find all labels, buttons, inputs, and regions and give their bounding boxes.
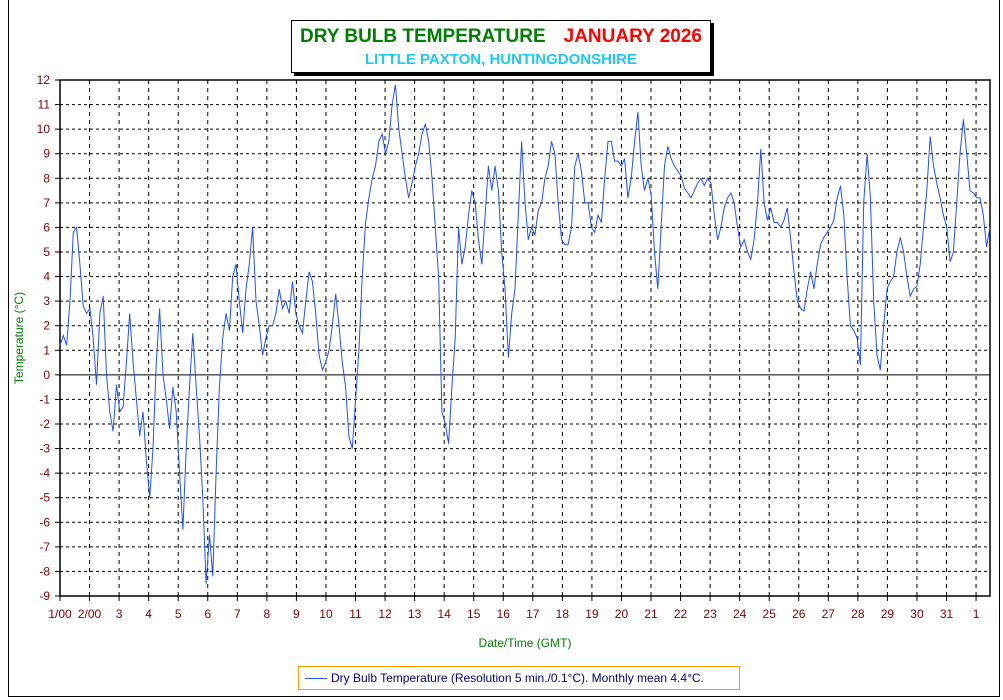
x-tick-label: 2/00: [78, 607, 102, 621]
y-tick-label: -3: [39, 442, 50, 456]
y-tick-label: 4: [43, 270, 50, 284]
x-tick-label: 23: [703, 607, 717, 621]
plot-border: [59, 79, 991, 597]
x-tick-label: 12: [378, 607, 392, 621]
x-axis-title: Date/Time (GMT): [478, 636, 572, 650]
y-tick-label: -1: [39, 392, 50, 406]
y-tick-label: 7: [43, 196, 50, 210]
y-tick-label: 5: [43, 245, 50, 259]
x-tick-label: 22: [674, 607, 688, 621]
y-tick-label: 6: [43, 220, 50, 234]
x-tick-label: 20: [615, 607, 629, 621]
y-tick-label: 1: [43, 343, 50, 357]
y-tick-label: 12: [37, 73, 51, 87]
y-tick-label: -4: [39, 466, 50, 480]
y-tick-label: 10: [37, 122, 51, 136]
y-tick-label: 0: [43, 368, 50, 382]
y-tick-label: -9: [39, 589, 50, 603]
x-tick-label: 11: [349, 607, 362, 621]
x-tick-label: 26: [792, 607, 806, 621]
x-tick-label: 14: [437, 607, 451, 621]
x-tick-label: 10: [319, 607, 333, 621]
y-tick-label: -2: [39, 417, 50, 431]
legend: Dry Bulb Temperature (Resolution 5 min./…: [298, 666, 740, 690]
legend-swatch: [305, 678, 327, 680]
x-tick-label: 13: [408, 607, 422, 621]
x-tick-label: 9: [293, 607, 300, 621]
x-tick-label: 16: [497, 607, 511, 621]
x-tick-label: 4: [145, 607, 152, 621]
title-box: DRY BULB TEMPERATURE JANUARY 2026 LITTLE …: [291, 20, 711, 73]
y-tick-label: 3: [43, 294, 50, 308]
x-tick-label: 28: [851, 607, 865, 621]
x-tick-label: 15: [467, 607, 481, 621]
x-tick-label: 19: [585, 607, 599, 621]
x-tick-label: 31: [940, 607, 954, 621]
y-tick-label: -8: [39, 564, 50, 578]
x-tick-label: 29: [881, 607, 895, 621]
frame-border: [8, 0, 1000, 697]
y-tick-label: -7: [39, 540, 50, 554]
y-tick-label: 2: [43, 319, 50, 333]
x-tick-label: 17: [526, 607, 540, 621]
chart-title: DRY BULB TEMPERATURE: [300, 26, 546, 47]
x-tick-label: 8: [264, 607, 271, 621]
x-tick-label: 18: [556, 607, 570, 621]
y-tick-label: 9: [43, 147, 50, 161]
x-tick-label: 30: [910, 607, 924, 621]
x-tick-label: 5: [175, 607, 182, 621]
x-tick-label: 27: [822, 607, 836, 621]
x-tick-label: 6: [204, 607, 211, 621]
x-tick-label: 1/00: [48, 607, 72, 621]
x-tick-label: 24: [733, 607, 747, 621]
x-tick-label: 1: [973, 607, 980, 621]
legend-label: Dry Bulb Temperature (Resolution 5 min./…: [331, 671, 704, 685]
x-tick-label: 7: [234, 607, 241, 621]
y-tick-label: 11: [38, 98, 51, 112]
y-axis-title: Temperature (°C): [12, 291, 26, 385]
chart-location: LITTLE PAXTON, HUNTINGDONSHIRE: [365, 51, 637, 68]
chart-month: JANUARY 2026: [563, 26, 702, 47]
x-tick-label: 25: [763, 607, 777, 621]
y-tick-label: -5: [39, 491, 50, 505]
x-tick-label: 21: [644, 607, 658, 621]
y-tick-label: 8: [43, 171, 50, 185]
temperature-series-line: [59, 84, 991, 584]
y-tick-label: -6: [39, 515, 50, 529]
x-tick-label: 3: [116, 607, 123, 621]
